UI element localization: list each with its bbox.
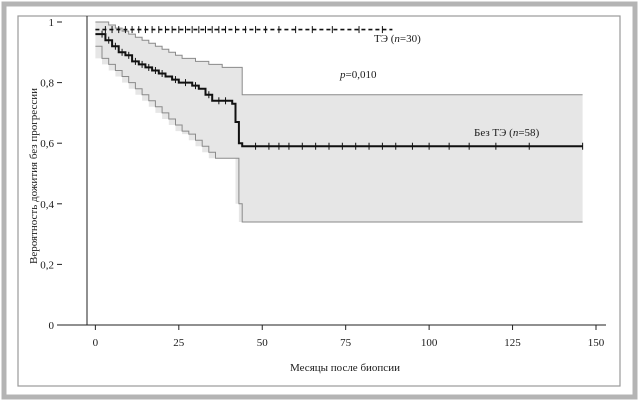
confidence-band-layer [95,21,583,223]
legend-no-te: Без ТЭ (n=58) [474,127,540,139]
y-axis-label: Вероятность дожития без прогрессии [28,88,40,264]
x-axis-label: Месяцы после биопсии [290,362,400,374]
x-tick-label: 0 [93,337,99,349]
p-value-annotation: p=0,010 [339,69,377,81]
series-layer [95,26,584,150]
x-tick-label: 25 [173,337,185,349]
ci-upper-line [95,21,583,96]
legend-no-te-nval: =58 [518,127,536,139]
legend-no-te-name: Без ТЭ [474,127,506,139]
y-tick-label: 1 [49,17,55,29]
label-layer: Месяцы после биопсии Вероятность дожития… [28,33,540,374]
axis-layer: 0 0,2 0,4 0,6 0,8 1 0 25 50 75 100 125 150 [40,16,606,349]
series-line-no-te [95,33,583,148]
x-tick-label: 75 [340,337,352,349]
ci-lower-line [95,45,583,223]
legend-te-nval: =30 [400,33,418,45]
y-tick-label: 0,8 [40,78,54,90]
y-tick-label: 0,2 [40,259,54,271]
p-label: p [339,69,346,81]
plot-border [17,15,621,387]
legend-te-name: ТЭ [374,33,388,45]
legend-te: ТЭ (n=30) [374,33,421,45]
x-tick-label: 100 [421,337,438,349]
p-value: =0,010 [346,69,377,81]
x-tick-label: 150 [588,337,605,349]
x-tick-label: 125 [504,337,521,349]
y-tick-label: 0,6 [40,138,54,150]
y-tick-label: 0 [49,320,55,332]
ci-band-area [95,22,583,222]
x-tick-label: 50 [257,337,269,349]
y-tick-label: 0,4 [40,199,54,211]
legend-no-te-n: n [513,127,519,139]
legend-te-n: n [394,33,400,45]
